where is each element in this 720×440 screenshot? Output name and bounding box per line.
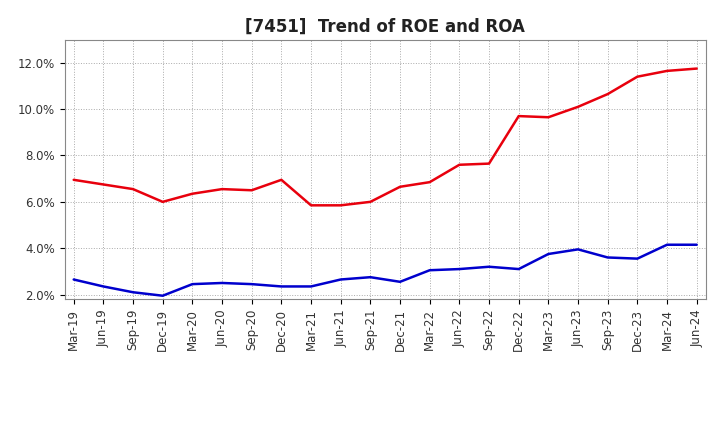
ROA xyxy=(514,267,523,272)
ROA xyxy=(99,284,108,289)
ROE xyxy=(217,187,226,192)
ROA xyxy=(485,264,493,269)
ROA xyxy=(336,277,345,282)
ROA xyxy=(129,290,138,295)
ROA xyxy=(188,282,197,287)
ROE xyxy=(69,177,78,183)
ROA xyxy=(544,251,553,257)
ROE xyxy=(544,114,553,120)
ROA xyxy=(217,280,226,286)
ROA xyxy=(633,256,642,261)
ROA xyxy=(426,268,434,273)
Title: [7451]  Trend of ROE and ROA: [7451] Trend of ROE and ROA xyxy=(246,17,525,35)
ROE xyxy=(662,68,671,73)
ROE xyxy=(307,203,315,208)
ROE xyxy=(396,184,405,190)
ROA xyxy=(307,284,315,289)
ROE xyxy=(603,92,612,97)
ROA xyxy=(158,293,167,298)
Line: ROA: ROA xyxy=(73,245,697,296)
ROE xyxy=(574,104,582,110)
Line: ROE: ROE xyxy=(73,69,697,205)
ROE xyxy=(633,74,642,79)
ROE xyxy=(514,114,523,119)
ROE xyxy=(693,66,701,71)
ROA xyxy=(69,277,78,282)
ROE xyxy=(366,199,374,205)
ROE xyxy=(485,161,493,166)
ROE xyxy=(455,162,464,167)
ROE xyxy=(277,177,286,183)
ROA xyxy=(662,242,671,247)
ROE xyxy=(336,203,345,208)
ROE xyxy=(188,191,197,196)
ROE xyxy=(248,187,256,193)
ROA xyxy=(603,255,612,260)
ROE xyxy=(99,182,108,187)
ROE xyxy=(129,187,138,192)
ROA xyxy=(693,242,701,247)
ROA xyxy=(248,282,256,287)
ROA xyxy=(277,284,286,289)
ROA xyxy=(366,275,374,280)
ROA xyxy=(396,279,405,284)
ROA xyxy=(574,247,582,252)
ROE xyxy=(158,199,167,205)
ROE xyxy=(426,180,434,185)
ROA xyxy=(455,267,464,272)
